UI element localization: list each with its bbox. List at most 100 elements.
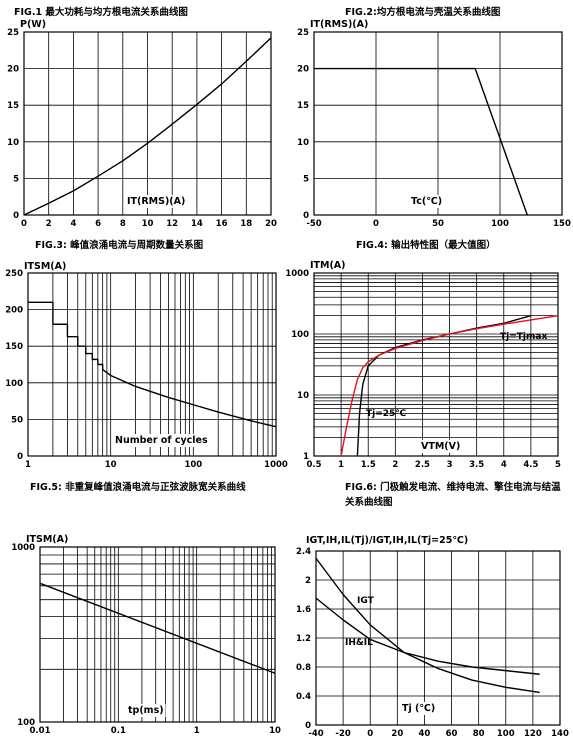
fig1-x-tick-label: 16 <box>216 219 228 229</box>
fig3-x-axis-label-bg <box>113 434 210 447</box>
fig1-svg: 0 2 4 6 8 10 12 14 16 18 20 0 5 10 15 20 25P(W) IT(RMS)(A… <box>7 19 277 229</box>
fig4-series-tj-25--line <box>356 314 532 457</box>
fig4-x-tick-label: 5 <box>555 460 561 470</box>
fig6-x-tick-label: 0 <box>367 729 373 739</box>
fig1-x-tick-label: 20 <box>265 219 277 229</box>
fig6-x-tick-label: 60 <box>446 729 458 739</box>
fig4-grid <box>313 273 559 456</box>
fig6-y-axis-label: IGT,IH,IL(Tj)/IGT,IH,IL(Tj=25℃) <box>306 535 468 546</box>
fig2-y-tick-label: 15 <box>297 101 309 111</box>
fig4-title: FIG.4: 输出特性图（最大值图） <box>356 240 496 251</box>
fig6-x-tick-label: -20 <box>335 729 350 739</box>
fig3-y-axis-label: ITSM(A) <box>24 261 66 272</box>
fig4-series-tj-tjmax-line <box>340 314 559 457</box>
fig5-series-0-line <box>39 582 276 674</box>
fig1-series-0-line <box>23 37 272 216</box>
fig1-x-axis-label-bg <box>125 195 188 208</box>
fig2-x-tick-label: -50 <box>306 219 321 229</box>
fig4-x-tick-label: 3.5 <box>469 460 484 470</box>
fig6-y-tick-label: 0 <box>305 721 311 731</box>
fig3-x-tick-label: 1 <box>25 460 31 470</box>
fig2-x-axis-label: Tc(℃) <box>411 196 442 207</box>
fig6-x-tick-label: 80 <box>473 729 485 739</box>
fig4-x-tick-label: 2.5 <box>415 460 430 470</box>
fig1-y-axis-label: P(W) <box>20 19 46 30</box>
fig1-x-tick-label: 4 <box>70 219 76 229</box>
fig6-x-tick-label: -40 <box>308 729 323 739</box>
fig6-x-axis-label: Tj (℃) <box>402 703 435 714</box>
fig2-x-tick-label: 50 <box>432 219 444 229</box>
fig6-x-tick-label: 120 <box>524 729 542 739</box>
fig2-y-tick-label: 0 <box>303 211 309 221</box>
fig4-chart: 0.5 1 1.5 2 2.5 3 3.5 4 4.5 5 1 10 100 1000 ITM(A) VTM(… <box>285 260 561 470</box>
fig1-x-tick-label: 12 <box>166 219 178 229</box>
fig4-y-tick-label: 100 <box>291 330 309 340</box>
fig3-x-tick-label: 10 <box>105 460 117 470</box>
fig1-x-tick-label: 8 <box>120 219 126 229</box>
fig6-x-axis-label-bg <box>400 702 438 715</box>
fig4-x-tick-label: 0.5 <box>306 460 321 470</box>
fig3-y-tick-label: 0 <box>17 452 23 462</box>
fig6-title: FIG.6: 门极触发电流、维持电流、擎住电流与结温关系曲线图 <box>345 482 561 508</box>
fig2-series-0-line <box>314 67 528 216</box>
fig4-x-tick-label: 4.5 <box>523 460 538 470</box>
fig2-y-tick-label: 25 <box>297 28 309 38</box>
fig5-x-tick-label: 1 <box>194 726 200 736</box>
fig1-x-tick-label: 10 <box>142 219 154 229</box>
fig5-chart: 0.01 0.1 1 10 100 1000 ITSM(A) tp(ms) <box>11 534 281 736</box>
fig2-x-tick-label: 100 <box>491 219 509 229</box>
fig4-y-tick-label: 10 <box>297 391 309 401</box>
fig5-x-axis-label-bg <box>126 704 166 717</box>
fig2-y-axis-label: IT(RMS)(A) <box>310 19 368 30</box>
fig5-x-tick-label: 10 <box>269 726 281 736</box>
fig1-y-tick-label: 15 <box>7 101 19 111</box>
fig5-y-tick-label: 100 <box>17 718 35 728</box>
fig4-frame <box>313 272 559 457</box>
fig1-x-axis-label: IT(RMS)(A) <box>127 196 185 207</box>
fig3-chart: 1 10 100 1000 0 50 100 150 200 250 ITSM(A) Number o… <box>5 261 288 470</box>
fig4-x-tick-label: 1.5 <box>361 460 376 470</box>
fig6-y-tick-label: 1.2 <box>296 634 311 644</box>
fig2-y-tick-label: 10 <box>297 138 309 148</box>
fig1-y-tick-label: 10 <box>7 138 19 148</box>
fig3-grid <box>28 272 276 457</box>
fig2-x-tick-label: 150 <box>553 219 571 229</box>
fig4-x-tick-label: 3 <box>447 460 453 470</box>
fig1-x-tick-label: 2 <box>46 219 52 229</box>
fig6-series-ih-il-line <box>315 597 540 675</box>
fig6-chart: -40 -20 0 20 40 60 80 100 120 140 0 0.4 0.8 1.2 1.6 2 2.… <box>296 535 569 739</box>
fig6-frame <box>315 550 561 726</box>
fig3-x-axis-label: Number of cycles <box>115 435 208 446</box>
fig6-x-tick-label: 20 <box>391 729 403 739</box>
fig2-x-tick-label: 0 <box>373 219 379 229</box>
fig1-grid <box>23 31 272 216</box>
fig4-y-tick-label: 1000 <box>285 269 309 279</box>
fig3-y-tick-label: 100 <box>5 379 23 389</box>
fig1-x-tick-label: 0 <box>21 219 27 229</box>
fig1-frame <box>23 31 272 216</box>
fig1-y-tick-label: 20 <box>7 65 19 75</box>
fig1-x-tick-label: 18 <box>240 219 252 229</box>
fig6-y-tick-label: 2 <box>305 576 311 586</box>
fig4-y-axis-label: ITM(A) <box>310 260 346 271</box>
fig6-x-tick-label: 140 <box>551 729 569 739</box>
fig5-grid <box>40 547 275 722</box>
fig2-chart: -50 0 50 100 150 0 5 10 15 20 25 IT(RMS)(A) Tc(℃) <box>297 19 571 229</box>
fig1-x-tick-label: 6 <box>95 219 101 229</box>
fig4-annotation-tj25: Tj=25℃ <box>366 409 406 419</box>
fig3-y-tick-label: 200 <box>5 306 23 316</box>
fig4-y-tick-label: 1 <box>303 452 309 462</box>
fig6-y-tick-label: 0.8 <box>296 663 311 673</box>
fig6-series-label-igt: IGT <box>357 596 375 606</box>
fig5-y-tick-label: 1000 <box>11 543 35 553</box>
fig4-x-tick-label: 4 <box>501 460 507 470</box>
fig5-y-axis-label: ITSM(A) <box>26 534 68 545</box>
fig6-series-label-ih-il: IH&IL <box>345 638 373 648</box>
fig3-title: FIG.3: 峰值浪涌电流与周期数量关系图 <box>35 240 204 251</box>
fig4-svg: 0.5 1 1.5 2 2.5 3 3.5 4 4.5 51101001000ITM(A)VTM(… <box>285 260 561 470</box>
fig3-x-tick-label: 1000 <box>264 460 288 470</box>
